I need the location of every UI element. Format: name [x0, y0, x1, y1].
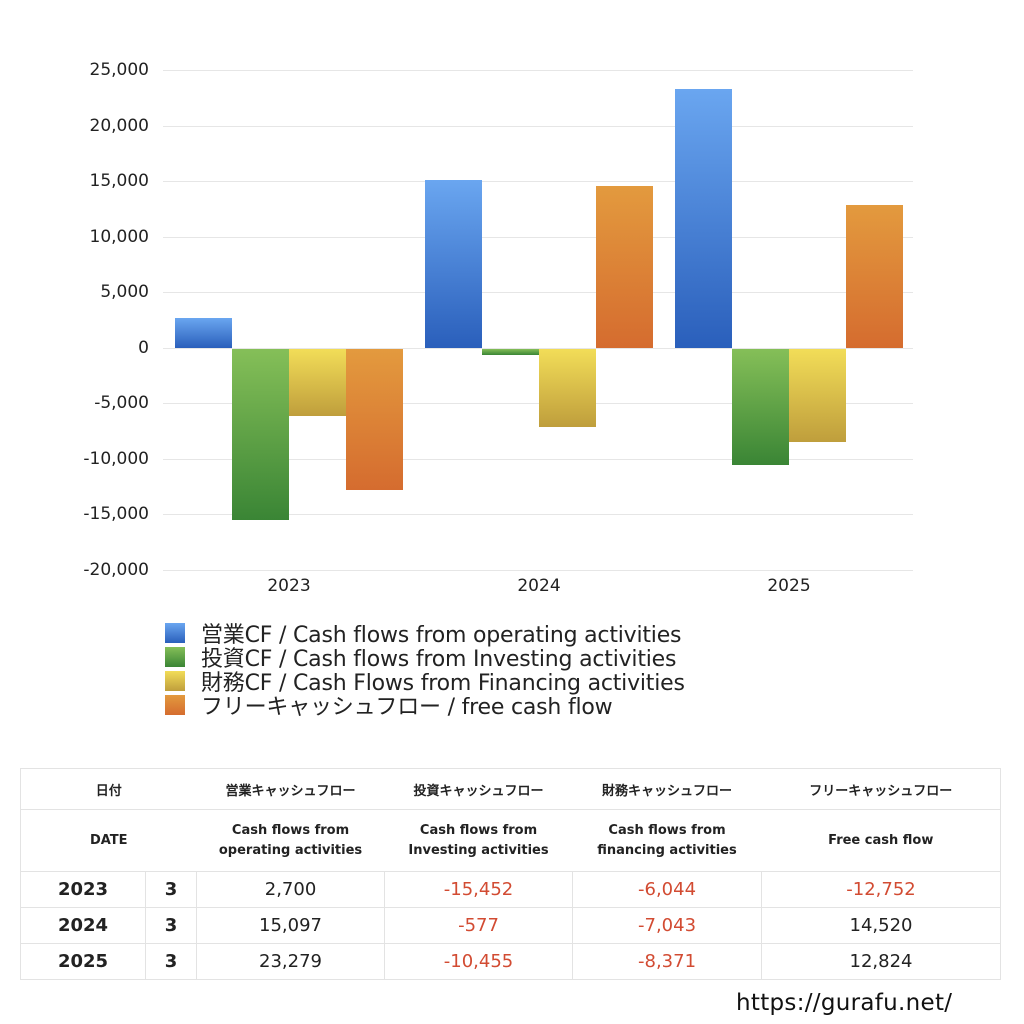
- header-free-ja: フリーキャッシュフロー: [761, 768, 1002, 810]
- table-header-en: DATE Cash flows from operating activities…: [19, 809, 1002, 872]
- investing-cell: -577: [384, 907, 574, 944]
- gridline: [163, 514, 913, 516]
- header-free-en: Free cash flow: [761, 809, 1002, 872]
- header-date-ja: 日付: [19, 768, 197, 810]
- gridline: [163, 181, 913, 183]
- free-cell: 14,520: [761, 907, 1002, 944]
- month-cell: 3: [144, 871, 198, 908]
- free-cell: -12,752: [761, 871, 1002, 908]
- month-cell: 3: [144, 943, 198, 980]
- cash-flow-table: 日付 営業キャッシュフロー 投資キャッシュフロー 財務キャッシュフロー フリーキ…: [19, 768, 1002, 980]
- header-operating-en: Cash flows from operating activities: [196, 809, 385, 872]
- legend-label: 営業CF / Cash flows from operating activit…: [201, 623, 682, 648]
- table-header-ja: 日付 営業キャッシュフロー 投資キャッシュフロー 財務キャッシュフロー フリーキ…: [19, 768, 1002, 810]
- financing-cell: -7,043: [572, 907, 763, 944]
- bar-0-2024: [425, 180, 482, 348]
- header-line: Cash flows from: [231, 822, 350, 838]
- site-url-link[interactable]: https://gurafu.net/: [736, 990, 953, 1016]
- table-row: 2024 3 15,097 -577 -7,043 14,520: [20, 907, 1002, 944]
- legend-swatch-free: [165, 695, 185, 715]
- legend-label: 投資CF / Cash flows from Investing activit…: [201, 647, 677, 672]
- legend-swatch-financing: [165, 671, 185, 691]
- y-tick-label: 0: [138, 337, 149, 358]
- legend-swatch-investing: [165, 647, 185, 667]
- header-financing-ja: 財務キャッシュフロー: [572, 768, 762, 810]
- header-date-en: DATE: [19, 809, 197, 872]
- bar-2-2024: [539, 348, 596, 428]
- header-investing-en: Cash flows from Investing activities: [384, 809, 573, 872]
- investing-cell: -10,455: [384, 943, 574, 980]
- gridline: [163, 125, 913, 127]
- y-tick-label: -10,000: [83, 448, 149, 469]
- gridline: [163, 347, 913, 349]
- y-tick-label: -5,000: [94, 393, 149, 414]
- legend-swatch-operating: [165, 623, 185, 643]
- bar-1-2025: [732, 348, 789, 465]
- financing-cell: -6,044: [572, 871, 763, 908]
- y-tick-label: 10,000: [89, 226, 149, 247]
- operating-cell: 15,097: [196, 907, 386, 944]
- x-tick-label: 2025: [767, 576, 811, 596]
- cash-flow-chart: 25,000 20,000 15,000 10,000 5,000 0 -5,000 -10,…: [83, 60, 913, 596]
- bar-3-2024: [596, 186, 653, 348]
- table-row: 2025 3 23,279 -10,455 -8,371 12,824: [20, 943, 1002, 980]
- bar-0-2023: [175, 317, 232, 348]
- gridline: [163, 236, 913, 238]
- header-line: Cash flows from: [419, 822, 538, 838]
- year-cell: 2023: [20, 871, 146, 908]
- financing-cell: -8,371: [572, 943, 763, 980]
- header-operating-ja: 営業キャッシュフロー: [196, 768, 385, 810]
- operating-cell: 2,700: [196, 871, 386, 908]
- bar-1-2024: [482, 348, 539, 356]
- y-tick-label: 15,000: [89, 171, 149, 192]
- y-tick-label: 5,000: [100, 282, 149, 303]
- y-tick-label: 25,000: [89, 60, 149, 80]
- legend-item-operating: 営業CF / Cash flows from operating activit…: [165, 621, 685, 648]
- month-cell: 3: [144, 907, 198, 944]
- legend-label: フリーキャッシュフロー / free cash flow: [201, 695, 613, 720]
- year-cell: 2025: [20, 943, 146, 980]
- gridline: [163, 70, 913, 71]
- bar-3-2023: [346, 348, 403, 491]
- header-line: financing activities: [597, 842, 737, 858]
- bar-2-2023: [289, 348, 346, 416]
- table-row: 2023 3 2,700 -15,452 -6,044 -12,752: [20, 871, 1002, 908]
- gridline: [163, 403, 913, 405]
- legend-item-financing: 財務CF / Cash Flows from Financing activit…: [165, 669, 685, 696]
- gridline: [163, 570, 913, 571]
- header-line: operating activities: [218, 842, 363, 858]
- y-tick-label: -20,000: [83, 560, 149, 580]
- legend-item-investing: 投資CF / Cash flows from Investing activit…: [165, 645, 685, 672]
- bar-0-2025: [675, 89, 732, 348]
- free-cell: 12,824: [761, 943, 1002, 980]
- legend-label: 財務CF / Cash Flows from Financing activit…: [201, 671, 685, 696]
- operating-cell: 23,279: [196, 943, 386, 980]
- x-tick-label: 2024: [517, 576, 561, 596]
- bar-2-2025: [789, 348, 846, 442]
- x-tick-label: 2023: [267, 576, 311, 596]
- bar-3-2025: [846, 205, 903, 348]
- legend-item-free: フリーキャッシュフロー / free cash flow: [165, 693, 685, 720]
- y-tick-label: 20,000: [89, 115, 149, 136]
- header-financing-en: Cash flows from financing activities: [572, 809, 762, 872]
- chart-legend: 営業CF / Cash flows from operating activit…: [165, 621, 685, 720]
- gridline: [163, 292, 913, 294]
- header-investing-ja: 投資キャッシュフロー: [384, 768, 573, 810]
- header-line: Cash flows from: [608, 822, 726, 838]
- y-tick-label: -15,000: [83, 504, 149, 525]
- investing-cell: -15,452: [384, 871, 574, 908]
- bar-1-2023: [232, 348, 289, 521]
- header-line: Investing activities: [408, 842, 549, 858]
- year-cell: 2024: [20, 907, 146, 944]
- gridline: [163, 458, 913, 460]
